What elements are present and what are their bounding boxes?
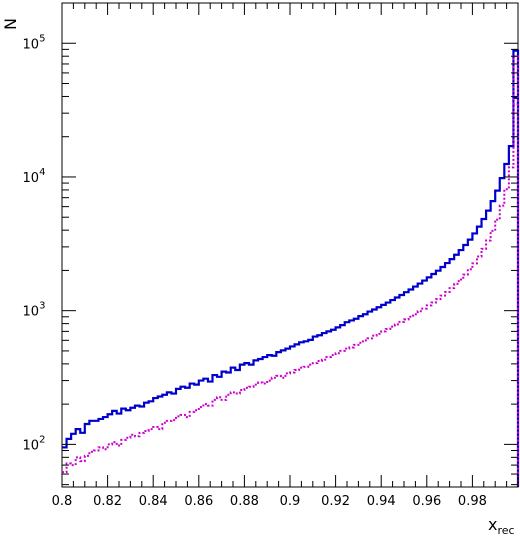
plot-frame — [61, 2, 519, 488]
y-tick-label: 102 — [23, 434, 46, 453]
series-layer — [62, 49, 520, 487]
x-axis-title-sub: rec — [497, 524, 514, 537]
histogram-series-1 — [62, 96, 518, 449]
labels-layer: 0.8 0.82 0.84 0.86 0.88 0.9 0.92 0.94 0.96 0.98 10… — [23, 33, 487, 509]
x-tick-label: 0.94 — [367, 494, 396, 509]
x-tick-label: 0.84 — [139, 494, 168, 509]
histogram-series-2 — [62, 103, 518, 474]
x-tick-label: 0.96 — [412, 494, 441, 509]
x-tick-label: 0.92 — [321, 494, 350, 509]
y-tick-label: 105 — [23, 33, 46, 52]
y-tick-label: 103 — [23, 301, 46, 320]
x-tick-label: 0.8 — [52, 494, 73, 509]
y-axis-title: N — [1, 18, 20, 30]
x-tick-label: 0.9 — [280, 494, 301, 509]
x-tick-label: 0.86 — [184, 494, 213, 509]
x-tick-label: 0.88 — [230, 494, 259, 509]
x-tick-label: 0.82 — [93, 494, 122, 509]
y-tick-label: 104 — [23, 167, 46, 186]
x-axis-title-main: x — [488, 515, 497, 534]
x-axis-title: xrec — [488, 515, 515, 537]
x-tick-label: 0.98 — [458, 494, 487, 509]
last-bin-peak-series-2 — [512, 55, 519, 487]
ticks-layer — [61, 2, 519, 487]
